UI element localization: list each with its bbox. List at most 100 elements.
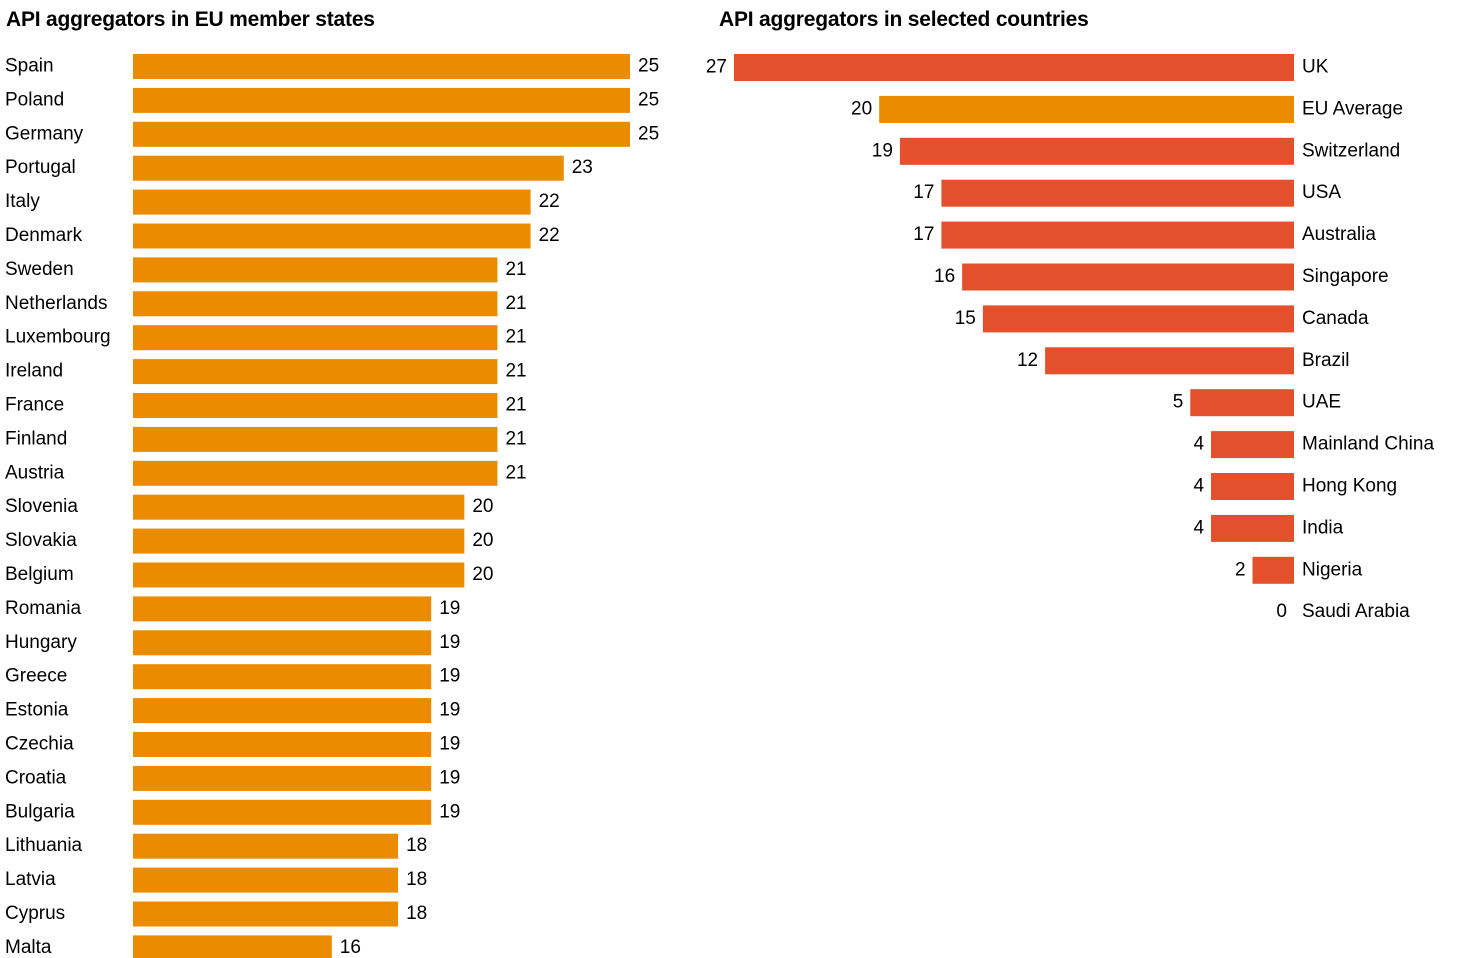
eu-value-label-austria: 21	[505, 462, 526, 483]
country-value-label-saudi-arabia: 0	[1276, 601, 1287, 622]
eu-bar-ireland	[133, 359, 498, 385]
country-category-label-switzerland: Switzerland	[1302, 140, 1400, 161]
eu-bar-netherlands	[133, 291, 498, 317]
eu-value-label-lithuania: 18	[406, 835, 427, 856]
eu-category-label-hungary: Hungary	[5, 632, 77, 653]
eu-value-label-latvia: 18	[406, 869, 427, 890]
eu-category-label-portugal: Portugal	[5, 157, 76, 178]
country-value-label-eu-average: 20	[851, 98, 872, 119]
eu-category-label-france: France	[5, 395, 64, 416]
country-value-label-australia: 17	[913, 224, 934, 245]
country-category-label-mainland-china: Mainland China	[1302, 434, 1434, 455]
eu-value-label-ireland: 21	[505, 361, 526, 382]
country-category-label-hong-kong: Hong Kong	[1302, 476, 1397, 497]
eu-bar-greece	[133, 664, 432, 690]
country-category-label-usa: USA	[1302, 182, 1341, 203]
eu-category-label-romania: Romania	[5, 598, 81, 619]
eu-value-label-romania: 19	[439, 598, 460, 619]
country-value-label-singapore: 16	[934, 266, 955, 287]
eu-bar-slovenia	[133, 494, 465, 520]
eu-category-label-finland: Finland	[5, 428, 67, 449]
eu-bar-malta	[133, 935, 332, 958]
eu-value-label-spain: 25	[638, 56, 659, 77]
country-bar-hong-kong	[1211, 473, 1294, 500]
eu-category-label-austria: Austria	[5, 462, 65, 483]
eu-bar-austria	[133, 460, 498, 486]
country-value-label-switzerland: 19	[872, 140, 893, 161]
country-bar-mainland-china	[1211, 431, 1294, 459]
country-bar-nigeria	[1252, 556, 1294, 584]
eu-value-label-france: 21	[505, 395, 526, 416]
eu-category-label-sweden: Sweden	[5, 259, 74, 280]
eu-category-label-slovenia: Slovenia	[5, 496, 78, 517]
country-bar-uae	[1190, 389, 1294, 417]
country-category-label-canada: Canada	[1302, 308, 1369, 329]
country-bar-canada	[982, 305, 1294, 333]
country-value-label-india: 4	[1193, 517, 1204, 538]
eu-category-label-estonia: Estonia	[5, 700, 69, 721]
country-bar-usa	[941, 179, 1294, 207]
country-category-label-eu-average: EU Average	[1302, 98, 1403, 119]
country-category-label-saudi-arabia: Saudi Arabia	[1302, 601, 1410, 622]
eu-bar-finland	[133, 426, 498, 452]
eu-bar-bulgaria	[133, 799, 432, 825]
eu-value-label-estonia: 19	[439, 700, 460, 721]
eu-value-label-cyprus: 18	[406, 903, 427, 924]
country-category-label-india: India	[1302, 517, 1344, 538]
eu-category-label-ireland: Ireland	[5, 361, 63, 382]
country-category-label-singapore: Singapore	[1302, 266, 1389, 287]
country-value-label-uae: 5	[1173, 392, 1184, 413]
eu-bar-latvia	[133, 867, 399, 893]
eu-bar-france	[133, 393, 498, 418]
eu-bar-croatia	[133, 765, 432, 791]
country-value-label-canada: 15	[955, 308, 976, 329]
eu-category-label-bulgaria: Bulgaria	[5, 801, 75, 822]
eu-member-states-chart: Spain 25 Poland 25 Germany 25 Portugal 23 Italy 2…	[5, 54, 659, 958]
eu-value-label-portugal: 23	[572, 157, 593, 178]
eu-value-label-poland: 25	[638, 89, 659, 110]
eu-value-label-croatia: 19	[439, 767, 460, 788]
left-chart-title: API aggregators in EU member states	[6, 8, 375, 31]
eu-category-label-netherlands: Netherlands	[5, 293, 107, 314]
eu-value-label-hungary: 19	[439, 632, 460, 653]
eu-category-label-denmark: Denmark	[5, 225, 83, 246]
eu-value-label-finland: 21	[505, 428, 526, 449]
eu-value-label-denmark: 22	[539, 225, 560, 246]
eu-category-label-italy: Italy	[5, 191, 40, 212]
eu-category-label-latvia: Latvia	[5, 869, 56, 890]
eu-bar-cyprus	[133, 901, 399, 927]
country-value-label-nigeria: 2	[1235, 559, 1246, 580]
eu-bar-luxembourg	[133, 325, 498, 351]
eu-bar-denmark	[133, 223, 531, 249]
country-bar-australia	[941, 221, 1294, 249]
eu-bar-belgium	[133, 562, 465, 588]
right-chart-title: API aggregators in selected countries	[719, 8, 1089, 31]
eu-bar-portugal	[133, 155, 564, 181]
eu-value-label-greece: 19	[439, 666, 460, 687]
eu-bar-romania	[133, 596, 432, 622]
eu-category-label-czechia: Czechia	[5, 734, 74, 755]
country-value-label-mainland-china: 4	[1193, 434, 1204, 455]
eu-value-label-bulgaria: 19	[439, 801, 460, 822]
country-bar-eu-average	[879, 95, 1294, 123]
country-bar-switzerland	[899, 137, 1294, 165]
eu-bar-sweden	[133, 257, 498, 283]
eu-category-label-germany: Germany	[5, 123, 84, 144]
country-bar-brazil	[1045, 347, 1294, 375]
eu-category-label-slovakia: Slovakia	[5, 530, 77, 551]
eu-value-label-italy: 22	[539, 191, 560, 212]
eu-value-label-germany: 25	[638, 123, 659, 144]
eu-bar-lithuania	[133, 833, 399, 859]
country-bar-singapore	[962, 263, 1294, 291]
eu-value-label-malta: 16	[340, 937, 361, 958]
country-value-label-brazil: 12	[1017, 350, 1038, 371]
eu-category-label-cyprus: Cyprus	[5, 903, 65, 924]
eu-category-label-croatia: Croatia	[5, 767, 67, 788]
eu-category-label-luxembourg: Luxembourg	[5, 327, 111, 348]
country-category-label-australia: Australia	[1302, 224, 1376, 245]
eu-value-label-belgium: 20	[472, 564, 493, 585]
eu-value-label-czechia: 19	[439, 734, 460, 755]
eu-bar-germany	[133, 121, 630, 147]
